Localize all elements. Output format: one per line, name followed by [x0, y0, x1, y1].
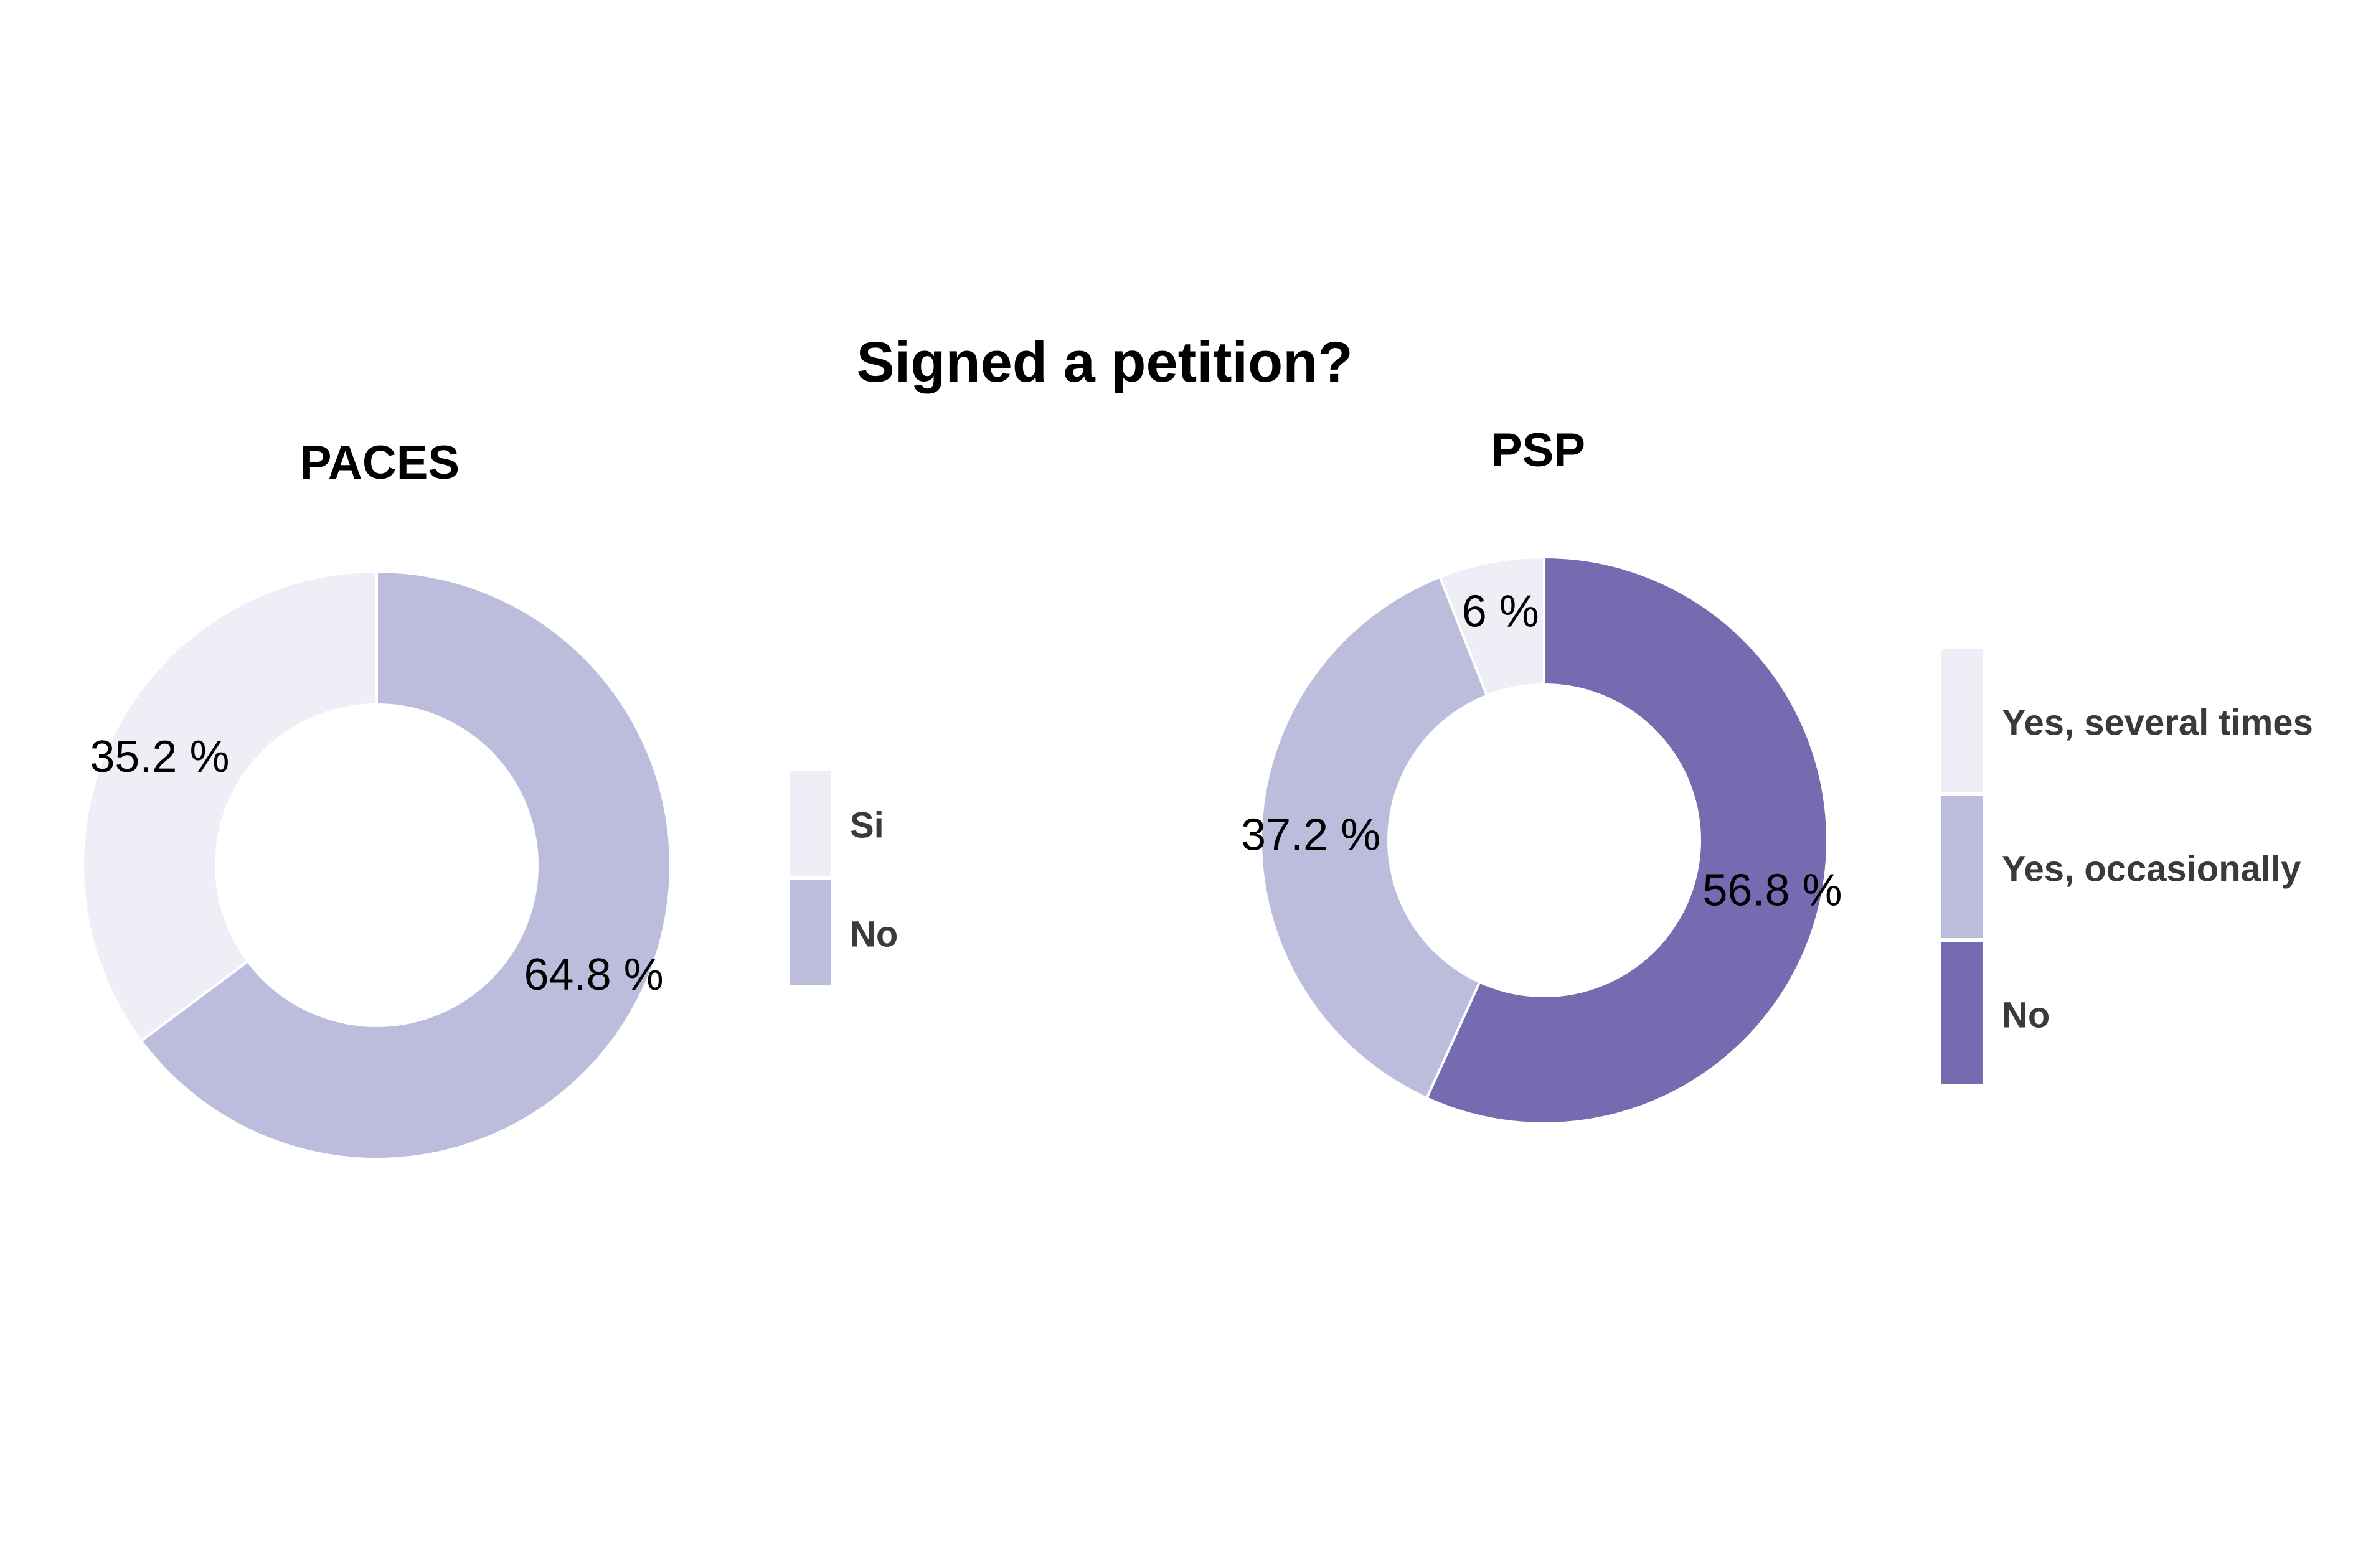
legend-label-no: No — [850, 914, 898, 955]
legend-label-yes-several-times: Yes, several times — [2002, 703, 2313, 743]
slice-label-no: 64.8 % — [524, 950, 664, 1000]
legend-key-no — [790, 880, 831, 985]
legend-key-yes-several-times — [1941, 649, 1983, 792]
paces-legend: Si No — [790, 771, 898, 985]
paces-title: PACES — [299, 436, 460, 489]
slice-no — [1425, 555, 1829, 1125]
psp-donut: 6 % 37.2 % 56.8 % — [1241, 555, 1842, 1125]
slice-label-no: 56.8 % — [1702, 866, 1842, 916]
psp-legend: Yes, several times Yes, occasionally No — [1941, 649, 2313, 1084]
legend-key-yes-occasionally — [1941, 796, 1983, 938]
main-title: Signed a petition? — [856, 331, 1353, 394]
slice-si — [82, 570, 378, 1043]
slice-no — [139, 570, 672, 1160]
legend-label-si: Si — [850, 805, 884, 846]
slice-yes-occasionally — [1260, 575, 1489, 1100]
slice-label-yes-occasionally: 37.2 % — [1241, 810, 1380, 860]
legend-label-yes-occasionally: Yes, occasionally — [2002, 849, 2301, 890]
paces-donut: 35.2 % 64.8 % — [82, 570, 672, 1160]
slice-label-yes-several-times: 6 % — [1462, 587, 1539, 637]
legend-label-no: No — [2002, 995, 2050, 1036]
slice-label-si: 35.2 % — [90, 732, 229, 782]
psp-title: PSP — [1490, 424, 1586, 477]
legend-key-no — [1941, 942, 1983, 1084]
legend-key-si — [790, 771, 831, 876]
